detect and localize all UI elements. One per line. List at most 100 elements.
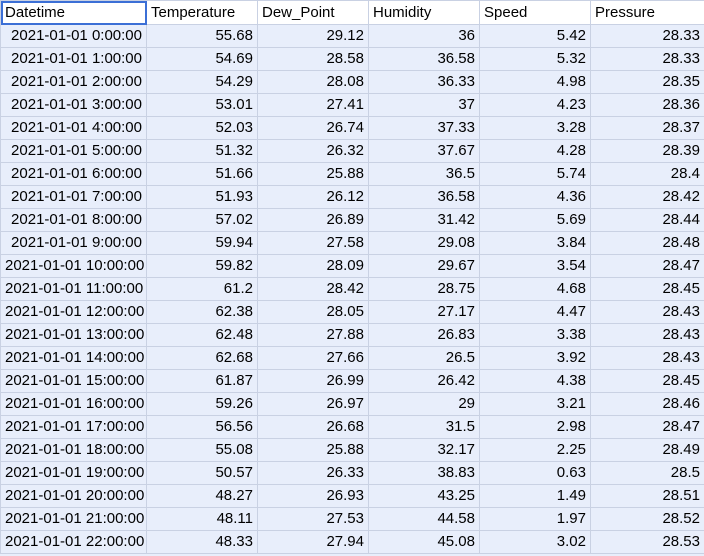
cell-speed[interactable]: 3.92 <box>479 346 591 370</box>
cell-temperature[interactable]: 53.01 <box>146 93 258 117</box>
cell-speed[interactable]: 4.23 <box>479 93 591 117</box>
cell-speed[interactable]: 4.47 <box>479 300 591 324</box>
cell-humidity[interactable]: 26.83 <box>368 323 480 347</box>
cell-humidity[interactable]: 37.67 <box>368 139 480 163</box>
cell-humidity[interactable]: 29 <box>368 392 480 416</box>
cell-datetime[interactable]: 2021-01-01 2:00:00 <box>0 70 147 94</box>
cell-humidity[interactable]: 38.83 <box>368 461 480 485</box>
cell-speed[interactable]: 5.69 <box>479 208 591 232</box>
cell-dew-point[interactable]: 26.93 <box>257 484 369 508</box>
cell-speed[interactable]: 1.49 <box>479 484 591 508</box>
cell-humidity[interactable]: 28.75 <box>368 277 480 301</box>
column-header-pressure[interactable]: Pressure <box>590 0 704 25</box>
cell-pressure[interactable]: 28.43 <box>590 346 704 370</box>
cell-speed[interactable]: 1.97 <box>479 507 591 531</box>
cell-datetime[interactable]: 2021-01-01 4:00:00 <box>0 116 147 140</box>
cell-temperature[interactable]: 48.33 <box>146 530 258 554</box>
cell-pressure[interactable]: 28.47 <box>590 254 704 278</box>
cell-datetime[interactable]: 2021-01-01 7:00:00 <box>0 185 147 209</box>
cell-pressure[interactable]: 28.53 <box>590 530 704 554</box>
cell-speed[interactable]: 2.25 <box>479 438 591 462</box>
cell-humidity[interactable]: 26.42 <box>368 369 480 393</box>
cell-dew-point[interactable]: 27.88 <box>257 323 369 347</box>
cell-pressure[interactable]: 28.33 <box>590 47 704 71</box>
cell-speed[interactable]: 3.54 <box>479 254 591 278</box>
cell-speed[interactable]: 0.63 <box>479 461 591 485</box>
cell-pressure[interactable]: 28.33 <box>590 24 704 48</box>
cell-speed[interactable]: 3.84 <box>479 231 591 255</box>
cell-speed[interactable]: 5.42 <box>479 24 591 48</box>
cell-dew-point[interactable]: 27.58 <box>257 231 369 255</box>
cell-speed[interactable]: 4.98 <box>479 70 591 94</box>
cell-datetime[interactable]: 2021-01-01 18:00:00 <box>0 438 147 462</box>
cell-speed[interactable]: 4.28 <box>479 139 591 163</box>
cell-humidity[interactable]: 44.58 <box>368 507 480 531</box>
cell-pressure[interactable]: 28.45 <box>590 277 704 301</box>
cell-speed[interactable]: 4.38 <box>479 369 591 393</box>
cell-humidity[interactable]: 36.5 <box>368 162 480 186</box>
cell-datetime[interactable]: 2021-01-01 21:00:00 <box>0 507 147 531</box>
cell-humidity[interactable]: 36.33 <box>368 70 480 94</box>
cell-dew-point[interactable]: 27.53 <box>257 507 369 531</box>
cell-dew-point[interactable]: 28.05 <box>257 300 369 324</box>
column-header-dew-point[interactable]: Dew_Point <box>257 0 369 25</box>
cell-temperature[interactable]: 48.27 <box>146 484 258 508</box>
cell-dew-point[interactable]: 29.12 <box>257 24 369 48</box>
column-header-humidity[interactable]: Humidity <box>368 0 480 25</box>
cell-datetime[interactable]: 2021-01-01 5:00:00 <box>0 139 147 163</box>
cell-datetime[interactable]: 2021-01-01 8:00:00 <box>0 208 147 232</box>
cell-speed[interactable]: 3.21 <box>479 392 591 416</box>
cell-pressure[interactable]: 28.45 <box>590 369 704 393</box>
cell-dew-point[interactable]: 25.88 <box>257 162 369 186</box>
cell-temperature[interactable]: 61.2 <box>146 277 258 301</box>
cell-temperature[interactable]: 59.94 <box>146 231 258 255</box>
cell-temperature[interactable]: 51.93 <box>146 185 258 209</box>
cell-datetime[interactable]: 2021-01-01 10:00:00 <box>0 254 147 278</box>
cell-pressure[interactable]: 28.5 <box>590 461 704 485</box>
cell-datetime[interactable]: 2021-01-01 16:00:00 <box>0 392 147 416</box>
cell-dew-point[interactable]: 28.58 <box>257 47 369 71</box>
cell-pressure[interactable]: 28.44 <box>590 208 704 232</box>
cell-temperature[interactable]: 52.03 <box>146 116 258 140</box>
cell-temperature[interactable]: 55.08 <box>146 438 258 462</box>
cell-speed[interactable]: 4.68 <box>479 277 591 301</box>
cell-temperature[interactable]: 48.11 <box>146 507 258 531</box>
column-header-temperature[interactable]: Temperature <box>146 0 258 25</box>
cell-pressure[interactable]: 28.48 <box>590 231 704 255</box>
cell-humidity[interactable]: 45.08 <box>368 530 480 554</box>
cell-humidity[interactable]: 37.33 <box>368 116 480 140</box>
cell-pressure[interactable]: 28.51 <box>590 484 704 508</box>
cell-humidity[interactable]: 29.08 <box>368 231 480 255</box>
cell-temperature[interactable]: 61.87 <box>146 369 258 393</box>
cell-datetime[interactable]: 2021-01-01 22:00:00 <box>0 530 147 554</box>
cell-dew-point[interactable]: 26.74 <box>257 116 369 140</box>
cell-datetime[interactable]: 2021-01-01 19:00:00 <box>0 461 147 485</box>
cell-temperature[interactable]: 59.82 <box>146 254 258 278</box>
cell-datetime[interactable]: 2021-01-01 6:00:00 <box>0 162 147 186</box>
cell-speed[interactable]: 4.36 <box>479 185 591 209</box>
cell-pressure[interactable]: 28.46 <box>590 392 704 416</box>
cell-temperature[interactable]: 57.02 <box>146 208 258 232</box>
cell-humidity[interactable]: 36.58 <box>368 47 480 71</box>
cell-pressure[interactable]: 28.42 <box>590 185 704 209</box>
cell-temperature[interactable]: 62.48 <box>146 323 258 347</box>
cell-humidity[interactable]: 43.25 <box>368 484 480 508</box>
cell-pressure[interactable]: 28.43 <box>590 300 704 324</box>
cell-pressure[interactable]: 28.49 <box>590 438 704 462</box>
cell-dew-point[interactable]: 28.08 <box>257 70 369 94</box>
cell-datetime[interactable]: 2021-01-01 20:00:00 <box>0 484 147 508</box>
cell-speed[interactable]: 3.38 <box>479 323 591 347</box>
cell-dew-point[interactable]: 26.68 <box>257 415 369 439</box>
cell-dew-point[interactable]: 28.42 <box>257 277 369 301</box>
cell-pressure[interactable]: 28.43 <box>590 323 704 347</box>
cell-datetime[interactable]: 2021-01-01 0:00:00 <box>0 24 147 48</box>
cell-datetime[interactable]: 2021-01-01 12:00:00 <box>0 300 147 324</box>
cell-temperature[interactable]: 59.26 <box>146 392 258 416</box>
column-header-datetime[interactable]: Datetime <box>0 0 147 25</box>
cell-dew-point[interactable]: 26.89 <box>257 208 369 232</box>
cell-pressure[interactable]: 28.52 <box>590 507 704 531</box>
cell-humidity[interactable]: 32.17 <box>368 438 480 462</box>
cell-dew-point[interactable]: 27.94 <box>257 530 369 554</box>
cell-temperature[interactable]: 55.68 <box>146 24 258 48</box>
column-header-speed[interactable]: Speed <box>479 0 591 25</box>
